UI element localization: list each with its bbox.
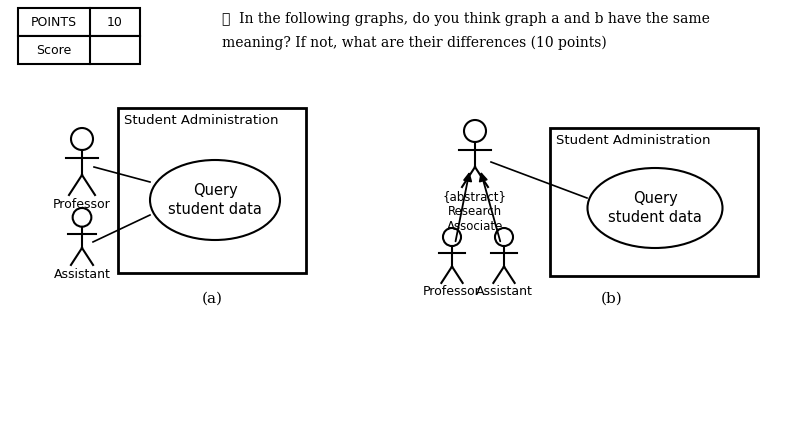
Bar [118,108,306,273]
Ellipse shape [150,160,280,240]
Text: 10: 10 [107,16,123,29]
Text: Student Administration: Student Administration [556,134,710,147]
Bar [18,36,140,64]
Text: {abstract}
Research
Associate: {abstract} Research Associate [443,190,507,233]
Text: Professor: Professor [53,198,111,211]
Text: 四  In the following graphs, do you think graph a and b have the same: 四 In the following graphs, do you think … [222,12,710,26]
Text: Score: Score [36,43,71,56]
Text: Professor: Professor [423,285,481,298]
Bar [550,128,758,276]
Text: Assistant: Assistant [54,268,111,281]
Text: POINTS: POINTS [31,16,77,29]
Bar [18,8,140,36]
Text: Assistant: Assistant [476,285,533,298]
Text: Query
student data: Query student data [168,183,262,217]
Ellipse shape [587,168,723,248]
Text: Query
student data: Query student data [608,190,702,225]
Text: (b): (b) [601,292,623,306]
Text: Student Administration: Student Administration [124,114,279,127]
Text: (a): (a) [202,292,223,306]
Text: meaning? If not, what are their differences (10 points): meaning? If not, what are their differen… [222,36,606,51]
